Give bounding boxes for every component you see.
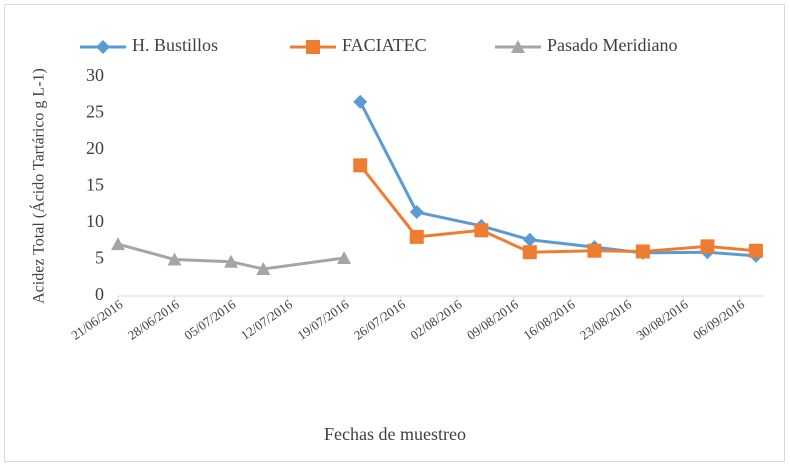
marker — [635, 244, 650, 259]
chart-border — [4, 4, 785, 462]
marker — [256, 261, 271, 275]
legend-label: FACIATEC — [342, 35, 427, 55]
series-line — [359, 164, 757, 254]
y-tick-label: 15 — [86, 175, 104, 195]
legend-marker — [306, 40, 320, 54]
marker — [353, 94, 368, 109]
marker — [409, 205, 424, 220]
y-tick-label: 5 — [95, 248, 104, 268]
marker — [587, 243, 602, 258]
y-tick-label: 20 — [86, 138, 104, 158]
marker — [522, 245, 537, 260]
y-tick-label: 0 — [95, 284, 104, 304]
marker — [522, 232, 537, 247]
legend-label: Pasado Meridiano — [547, 35, 677, 55]
marker — [409, 229, 424, 244]
marker — [353, 158, 368, 173]
series-line — [358, 101, 757, 258]
x-axis-label: Fechas de muestreo — [324, 424, 466, 444]
marker — [111, 237, 125, 251]
marker — [224, 254, 239, 268]
y-tick-label: 30 — [86, 65, 104, 85]
marker — [700, 239, 715, 254]
y-tick-label: 25 — [86, 102, 104, 122]
y-tick-label: 10 — [86, 211, 104, 231]
legend-label: H. Bustillos — [132, 35, 218, 55]
legend-marker — [511, 40, 525, 53]
marker — [748, 243, 763, 258]
marker — [337, 251, 352, 265]
marker — [167, 252, 182, 266]
legend-marker — [96, 40, 110, 54]
y-axis-label: Acidez Total (Ácido Tartárico g L-1) — [29, 68, 48, 304]
marker — [474, 223, 489, 238]
